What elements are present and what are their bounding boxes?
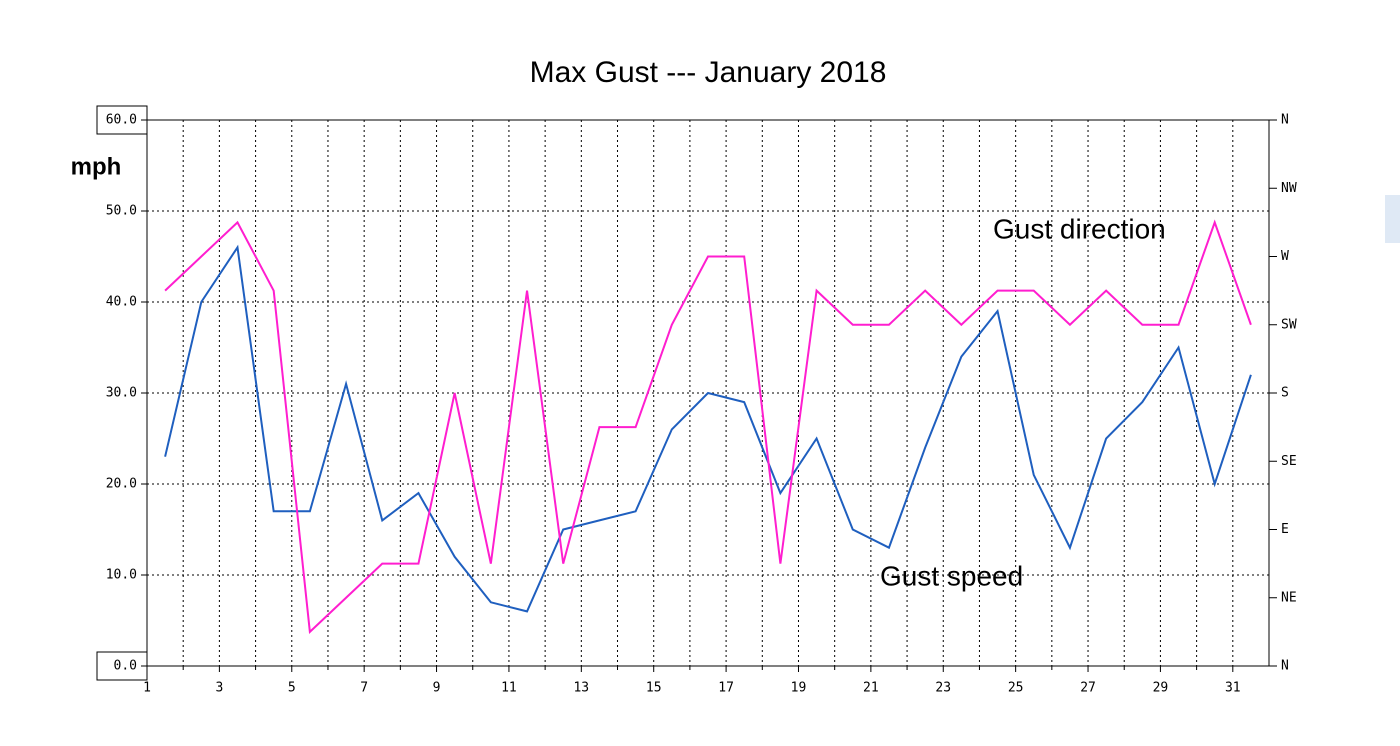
annotation: Gust direction (993, 213, 1166, 244)
y-tick-label: 40.0 (106, 295, 137, 310)
y2-tick-label: S (1281, 386, 1289, 401)
x-tick-label: 23 (935, 681, 951, 696)
y-axis-label: mph (71, 153, 122, 180)
x-tick-label: 21 (863, 681, 879, 696)
y2-tick-label: W (1281, 249, 1289, 264)
y2-tick-label: E (1281, 522, 1289, 537)
chart-title: Max Gust --- January 2018 (530, 56, 887, 89)
y2-tick-label: SE (1281, 454, 1297, 469)
x-tick-label: 3 (215, 681, 223, 696)
x-tick-label: 15 (646, 681, 662, 696)
x-tick-label: 1 (143, 681, 151, 696)
y-tick-label: 10.0 (106, 568, 137, 583)
annotation: Gust speed (880, 560, 1023, 591)
y2-tick-label: NE (1281, 590, 1297, 605)
y-tick-label: 60.0 (106, 113, 137, 128)
x-tick-label: 31 (1225, 681, 1241, 696)
y-tick-label: 30.0 (106, 386, 137, 401)
x-tick-label: 13 (573, 681, 589, 696)
tick-box (96, 651, 148, 681)
y-tick-label: 0.0 (114, 659, 137, 674)
series-line (164, 244, 1252, 613)
x-tick-label: 19 (791, 681, 807, 696)
y-tick-label: 20.0 (106, 477, 137, 492)
x-tick-label: 7 (360, 681, 368, 696)
x-tick-label: 25 (1008, 681, 1024, 696)
series-line (164, 219, 1252, 634)
edge-widget (1385, 195, 1400, 243)
y2-tick-label: NW (1281, 181, 1297, 196)
tick-box (96, 105, 148, 135)
y2-tick-label: SW (1281, 317, 1297, 332)
x-tick-label: 27 (1080, 681, 1096, 696)
x-tick-label: 29 (1153, 681, 1169, 696)
y-tick-label: 50.0 (106, 204, 137, 219)
x-tick-label: 11 (501, 681, 517, 696)
x-tick-label: 17 (718, 681, 734, 696)
x-tick-label: 9 (433, 681, 441, 696)
y2-tick-label: N (1281, 659, 1289, 674)
x-tick-label: 5 (288, 681, 296, 696)
y2-tick-label: N (1281, 113, 1289, 128)
